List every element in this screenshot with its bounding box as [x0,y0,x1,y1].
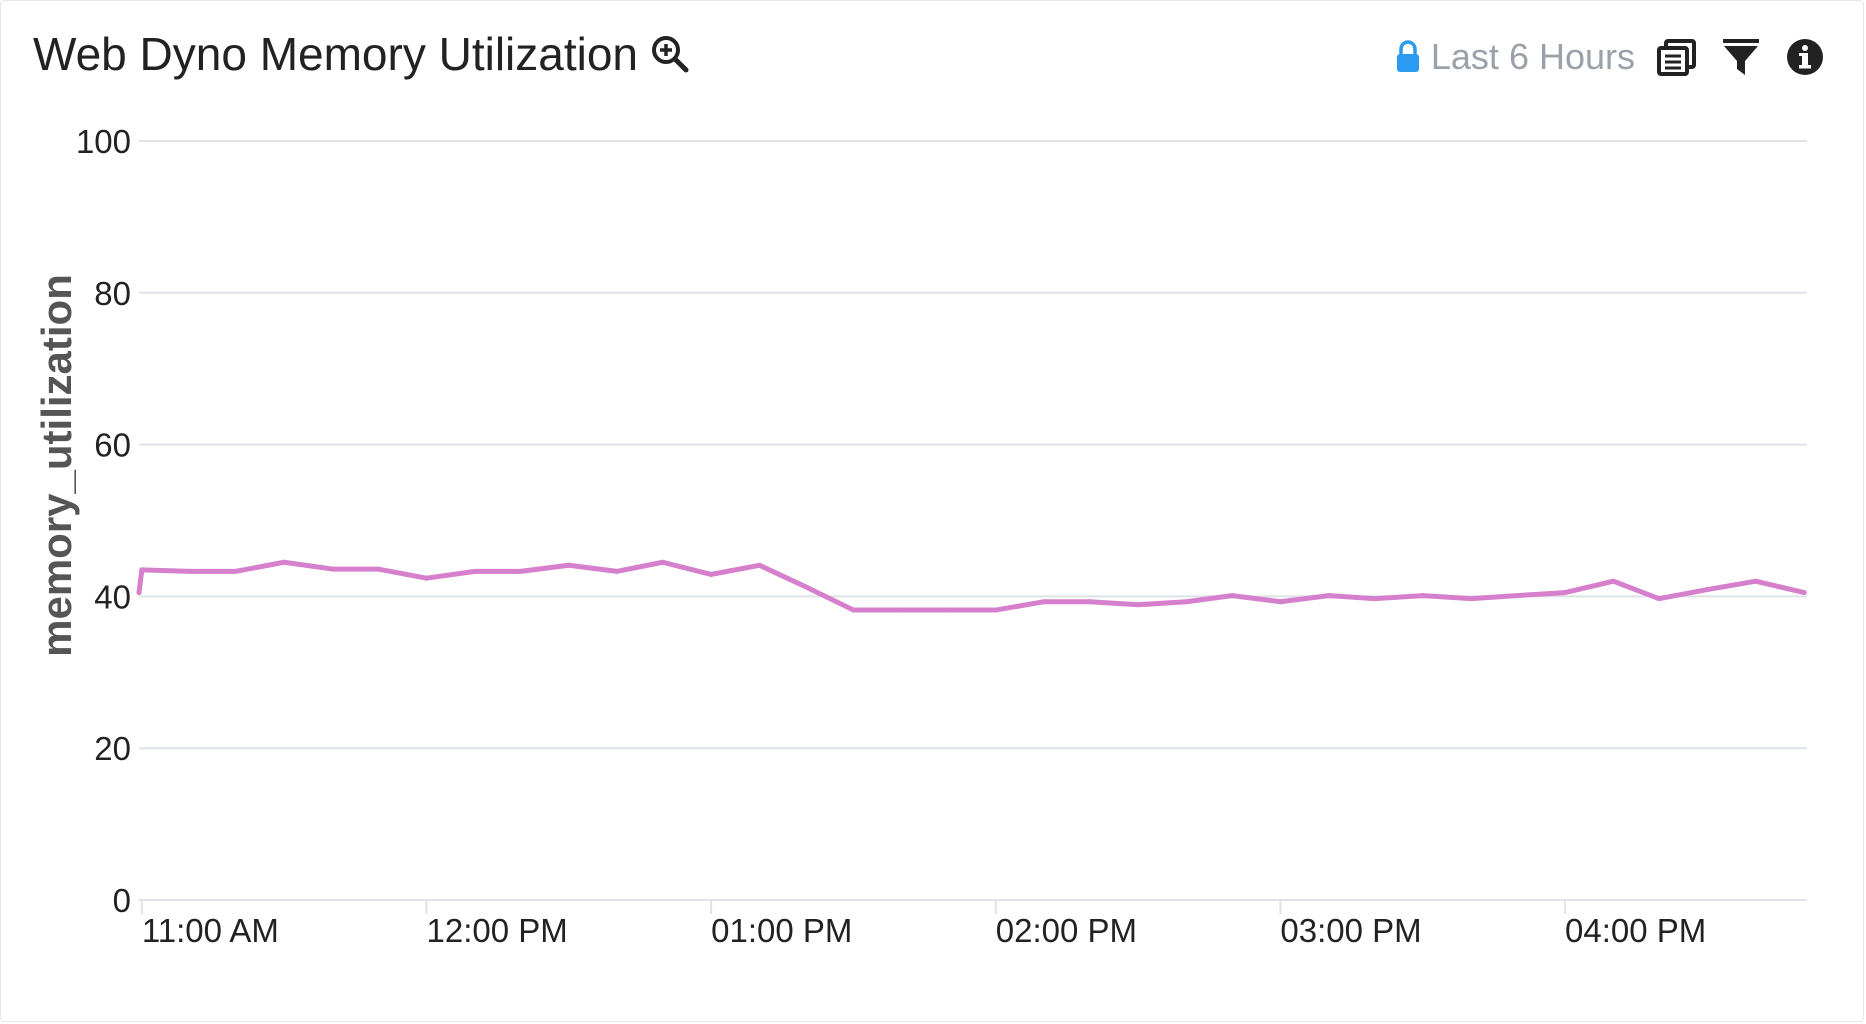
x-tick-label: 11:00 AM [142,912,279,949]
data-point [1562,590,1568,596]
data-point [1371,596,1377,602]
data-point [802,584,808,590]
data-point [1656,596,1662,602]
info-icon[interactable] [1783,35,1827,79]
data-point [1610,578,1616,584]
data-point [1420,593,1426,599]
data-point [517,568,523,574]
x-tick-label: 04:00 PM [1565,912,1706,949]
y-tick-label: 0 [113,882,131,919]
lock-icon [1395,40,1421,74]
data-point [850,607,856,613]
data-point [944,607,950,613]
data-point [1277,599,1283,605]
copy-icon[interactable] [1655,35,1699,79]
data-point [614,568,620,574]
data-point [1704,587,1710,593]
data-point [660,559,666,565]
y-tick-label: 20 [94,730,131,767]
time-range-selector[interactable]: Last 6 Hours [1395,36,1635,78]
data-point [1468,596,1474,602]
filter-icon[interactable] [1719,35,1763,79]
time-range-label: Last 6 Hours [1430,36,1635,77]
data-point [139,567,145,573]
y-tick-label: 100 [76,123,131,160]
chart-axes: 0 20 40 60 80 100 11:00 AM 12:00 PM 01:00 PM 02:0… [76,123,1706,949]
y-axis-title: memory_utilization [33,274,80,657]
x-tick-label: 03:00 PM [1280,912,1421,949]
data-point [233,568,239,574]
data-point [187,568,193,574]
x-tick-label: 01:00 PM [711,912,852,949]
y-tick-label: 40 [94,578,131,615]
data-point [281,559,287,565]
data-point [330,566,336,572]
data-point [1183,599,1189,605]
chart-series [136,559,1807,613]
data-point [423,575,429,581]
x-tick-label: 02:00 PM [996,912,1137,949]
data-point [375,566,381,572]
y-tick-label: 80 [94,275,131,312]
data-point [993,607,999,613]
data-point [1514,593,1520,599]
data-point [1229,593,1235,599]
series-line [136,559,1807,613]
data-point [1326,593,1332,599]
y-tick-label: 60 [94,427,131,464]
x-tick-label: 12:00 PM [426,912,567,949]
data-point [472,568,478,574]
data-point [1801,590,1807,596]
chart-title: Web Dyno Memory Utilization [33,28,639,80]
data-point [136,590,142,596]
chart-title-row: Web Dyno Memory Utilization [33,27,692,81]
zoom-in-icon[interactable] [648,32,692,76]
data-point [566,562,572,568]
chart-grid [139,140,1807,901]
data-point [1087,599,1093,605]
data-point [899,607,905,613]
data-point [1041,599,1047,605]
chart-toolbar: Last 6 Hours [1395,35,1827,79]
data-point [1753,578,1759,584]
data-point [708,571,714,577]
data-point [757,562,763,568]
data-point [1135,602,1141,608]
